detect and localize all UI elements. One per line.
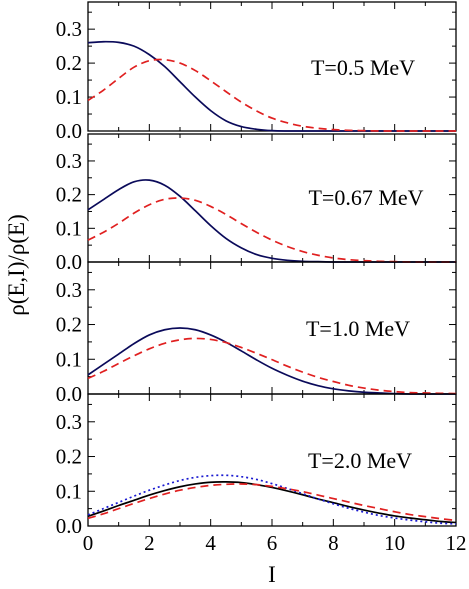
x-tick-label: 6	[267, 531, 278, 555]
series-line-dashed	[87, 483, 457, 522]
series-line-dashed	[87, 58, 456, 132]
x-tick-label: 4	[205, 531, 216, 555]
panel-label: T=2.0 MeV	[308, 448, 412, 473]
y-tick-label: 0.2	[56, 183, 82, 207]
x-tick-label: 10	[384, 531, 405, 555]
y-tick-label: 0.3	[56, 149, 82, 173]
y-tick-label: 0.2	[56, 51, 82, 75]
y-tick-label: 0.0	[56, 382, 82, 406]
y-tick-label: 0.0	[56, 514, 82, 538]
x-tick-label: 12	[446, 531, 467, 555]
x-tick-label: 2	[144, 531, 155, 555]
panel-4: 0.0 0.1 0.2 0.3 T=2.0 MeV	[56, 393, 457, 538]
series-line-dashed	[87, 337, 457, 395]
y-tick-label: 0.1	[56, 85, 82, 109]
panel-label: T=0.5 MeV	[311, 55, 415, 80]
y-tick-label: 0.3	[56, 278, 82, 302]
x-axis-title: I	[268, 562, 276, 587]
y-tick-label: 0.3	[56, 410, 82, 434]
panel-label: T=1.0 MeV	[306, 316, 410, 341]
series-line-dotted	[87, 474, 457, 525]
y-tick-label: 0.0	[56, 119, 82, 143]
panel-2: 0.0 0.1 0.2 0.3 T=0.67 MeV	[56, 133, 457, 274]
panel-1: 0.0 0.1 0.2 0.3 T=0.5 MeV	[56, 1, 457, 143]
y-tick-label: 0.3	[56, 17, 82, 41]
y-tick-label: 0.1	[56, 479, 82, 503]
y-tick-label: 0.1	[56, 347, 82, 371]
y-tick-label: 0.0	[56, 250, 82, 274]
panel-label: T=0.67 MeV	[308, 185, 423, 210]
chart-panels: 0.0 0.1 0.2 0.3 T=0.5 MeV 0.0 0.1 0.2 0.3 T=0.67 …	[56, 1, 467, 555]
x-tick-label: 8	[328, 531, 339, 555]
panel-3: 0.0 0.1 0.2 0.3 T=1.0 MeV	[56, 261, 457, 406]
series-line-solid	[87, 40, 456, 132]
series-line-solid	[87, 481, 457, 524]
y-tick-label: 0.1	[56, 216, 82, 240]
y-axis-title: ρ(E,I)/ρ(E)	[4, 214, 29, 316]
y-tick-label: 0.2	[56, 445, 82, 469]
y-tick-label: 0.2	[56, 313, 82, 337]
x-tick-label: 0	[83, 531, 94, 555]
